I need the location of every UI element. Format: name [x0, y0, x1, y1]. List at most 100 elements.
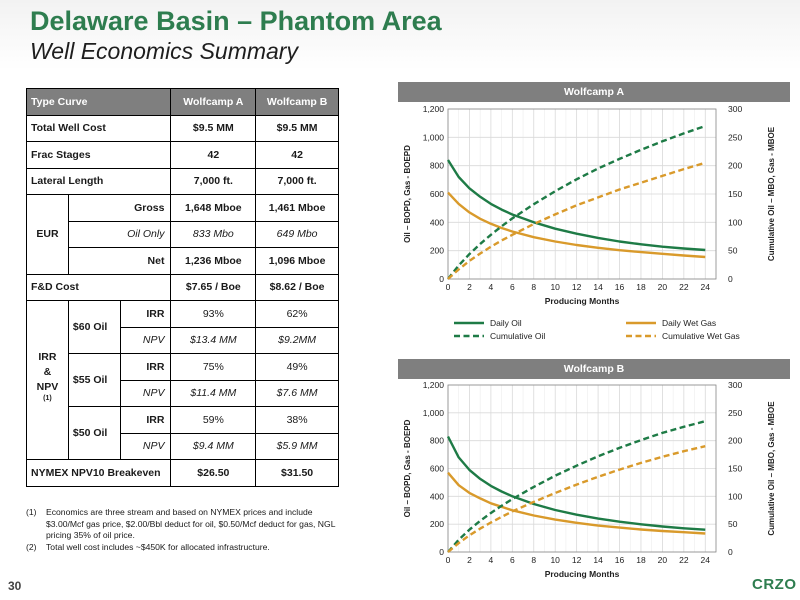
chart-wolfcamp-a: 0 2 4 6 8 10 12 14 16 18 20 22 2402004006008001,0001… — [403, 104, 776, 341]
y-left-tick-label: 0 — [439, 547, 444, 557]
legend-label: Daily Oil — [490, 318, 522, 328]
series-line-daily-wet-gas — [447, 191, 706, 259]
x-tick-label: 12 — [572, 282, 582, 292]
chart-b-title: Wolfcamp B — [398, 359, 790, 379]
x-tick-label: 22 — [679, 282, 689, 292]
y-left-tick-label: 600 — [430, 189, 444, 199]
header-wolfcamp-a: Wolfcamp A — [170, 88, 257, 116]
y-left-tick-label: 200 — [430, 246, 444, 256]
series-line-cumulative-oil — [447, 124, 706, 280]
row-label: Frac Stages — [25, 141, 172, 169]
cell-value: 42 — [170, 141, 257, 169]
cell-value: 1,236 Mboe — [170, 247, 257, 275]
x-tick-label: 24 — [701, 282, 711, 292]
legend-label: Daily Wet Gas — [662, 318, 716, 328]
y-right-tick-label: 50 — [728, 519, 738, 529]
footnote-ref: (1) — [43, 395, 52, 403]
table-row: NPV $11.4 MM $7.6 MM — [27, 379, 339, 407]
cell-value: $5.9 MM — [255, 432, 339, 460]
irr-sublabel: IRR — [119, 406, 172, 434]
cell-value: 7,000 ft. — [255, 167, 339, 195]
cell-value: 59% — [170, 406, 257, 434]
row-sublabel: Gross — [67, 194, 172, 222]
y-left-tick-label: 0 — [439, 274, 444, 284]
chart-wolfcamp-b: 0 2 4 6 8 10 12 14 16 18 20 22 2402004006008001,0001… — [403, 380, 776, 579]
cell-value: $8.62 / Boe — [255, 273, 339, 301]
footnote: (2) Total well cost includes ~$450K for … — [26, 542, 346, 554]
table-row: IRR & NPV (1) $60 Oil IRR 93% 62% — [26, 300, 339, 460]
y-right-tick-label: 50 — [728, 246, 738, 256]
series-line-daily-oil — [446, 159, 706, 252]
row-label: F&D Cost — [25, 273, 172, 301]
economics-table: Type Curve Wolfcamp A Wolfcamp B Total W… — [25, 88, 339, 487]
y-right-tick-label: 0 — [728, 547, 733, 557]
cell-value: $13.4 MM — [170, 326, 257, 354]
cell-value: 75% — [170, 353, 257, 381]
company-logo: CRZO — [752, 576, 797, 593]
footnote-number: (1) — [26, 507, 37, 517]
page-subtitle: Well Economics Summary — [30, 38, 298, 64]
x-tick-label: 20 — [658, 555, 668, 565]
y-right-tick-label: 250 — [728, 132, 742, 142]
y-left-tick-label: 600 — [430, 464, 444, 474]
cell-value: 1,648 Mboe — [170, 194, 257, 222]
y-right-tick-label: 200 — [728, 161, 742, 171]
cell-value: $9.2MM — [255, 326, 339, 354]
eur-label: EUR — [26, 194, 69, 275]
footnote: (1) Economics are three stream and based… — [26, 507, 346, 542]
y-left-tick-label: 1,000 — [423, 408, 445, 418]
table-row: Oil Only 833 Mbo 649 Mbo — [27, 220, 339, 248]
y-right-axis-label: Cumulative Oil – MBO, Gas - MBOE — [767, 401, 776, 536]
legend-label: Cumulative Wet Gas — [662, 331, 740, 341]
cell-value: 7,000 ft. — [170, 167, 257, 195]
y-right-axis-label: Cumulative Oil – MBO, Gas - MBOE — [767, 126, 776, 261]
row-label: Total Well Cost — [25, 114, 172, 142]
npv-sublabel: NPV — [119, 326, 172, 354]
table-row: Net 1,236 Mboe 1,096 Mboe — [27, 247, 339, 275]
x-tick-label: 18 — [636, 282, 646, 292]
y-left-tick-label: 1,200 — [423, 104, 445, 114]
footnotes: (1) Economics are three stream and based… — [26, 507, 346, 553]
y-right-tick-label: 300 — [728, 380, 742, 390]
oil-price-label: $60 Oil — [67, 300, 121, 354]
x-tick-label: 16 — [615, 555, 625, 565]
x-tick-label: 8 — [531, 282, 536, 292]
y-left-tick-label: 800 — [430, 161, 444, 171]
x-tick-label: 4 — [489, 282, 494, 292]
cell-value: 833 Mbo — [170, 220, 257, 248]
y-left-tick-label: 400 — [430, 491, 444, 501]
cell-value: $9.5 MM — [255, 114, 339, 142]
x-tick-label: 10 — [550, 555, 560, 565]
x-tick-label: 6 — [510, 555, 515, 565]
y-left-tick-label: 400 — [430, 217, 444, 227]
irr-label-line: IRR — [38, 351, 57, 364]
table-row: NPV $9.4 MM $5.9 MM — [27, 432, 339, 460]
table-row: $55 Oil IRR 75% 49% — [27, 353, 339, 407]
series-line-daily-oil — [446, 435, 706, 531]
x-tick-label: 22 — [679, 555, 689, 565]
table-row: F&D Cost $7.65 / Boe $8.62 / Boe — [25, 273, 339, 301]
y-left-axis-label: Oil – BOPD, Gas - BOEPD — [403, 145, 412, 243]
page-number: 30 — [8, 579, 22, 593]
table-row: $50 Oil IRR 59% 38% — [27, 406, 339, 460]
y-left-axis-label: Oil – BOPD, Gas - BOEPD — [403, 419, 412, 517]
x-tick-label: 12 — [572, 555, 582, 565]
page-title: Delaware Basin – Phantom Area — [30, 6, 442, 36]
x-tick-label: 18 — [636, 555, 646, 565]
chart-a-title: Wolfcamp A — [398, 82, 790, 102]
header-band — [0, 0, 800, 70]
cell-value: 1,096 Mboe — [255, 247, 339, 275]
y-left-tick-label: 1,000 — [423, 132, 445, 142]
series-line-cumulative-wet-gas — [447, 161, 706, 280]
y-right-tick-label: 200 — [728, 436, 742, 446]
cell-value: 93% — [170, 300, 257, 328]
cell-value: $9.4 MM — [170, 432, 257, 460]
header-type-curve: Type Curve — [25, 88, 172, 116]
x-tick-label: 8 — [531, 555, 536, 565]
row-label: Lateral Length — [25, 167, 172, 195]
table-row: NYMEX NPV10 Breakeven $26.50 $31.50 — [25, 459, 339, 487]
plot-frame — [447, 384, 717, 553]
npv-label-line: NPV — [36, 380, 59, 393]
x-tick-label: 6 — [510, 282, 515, 292]
y-right-tick-label: 150 — [728, 189, 742, 199]
